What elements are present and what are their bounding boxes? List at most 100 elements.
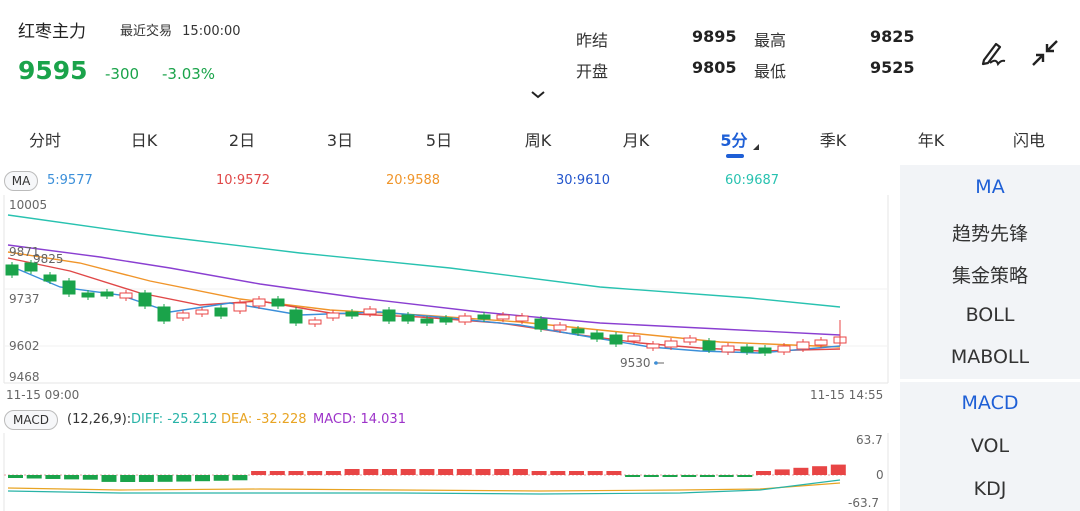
ma30-line (7, 244, 841, 336)
recent-trade-label: 最近交易 (120, 24, 173, 39)
tab-daily[interactable]: 日K (130, 131, 158, 150)
kline-chart[interactable]: 10005 9871 9825 9737 9602 9468 9530 11-1… (0, 195, 897, 405)
dea-line (7, 482, 841, 492)
side-item-trend[interactable]: 趋势先锋 (951, 223, 1028, 245)
macd-bar (101, 475, 117, 482)
diff-line (7, 479, 841, 495)
open-label: 开盘 (576, 62, 609, 81)
macd-bar (625, 475, 641, 477)
candlestick (664, 340, 678, 348)
ma20-value: 20:9588 (386, 173, 441, 188)
macd-bar (138, 475, 154, 482)
chevron-down-icon[interactable] (530, 90, 546, 100)
tab-fenshi[interactable]: 分时 (28, 131, 61, 150)
tab-dropdown-icon[interactable] (753, 144, 759, 150)
macd-bar (643, 475, 659, 477)
draw-pen-icon[interactable] (978, 38, 1008, 68)
candlestick (458, 315, 472, 323)
candlestick (119, 292, 133, 299)
tab-yearly[interactable]: 年K (917, 131, 945, 150)
candlestick (326, 312, 340, 319)
candlestick (363, 308, 377, 315)
macd-bar (737, 475, 753, 477)
open-value: 9805 (692, 58, 737, 77)
ma-badge[interactable]: MA (4, 171, 38, 191)
macd-bar (419, 469, 435, 475)
tab-5day[interactable]: 5日 (425, 131, 453, 150)
prev-settle-value: 9895 (692, 27, 737, 46)
macd-axis-bottom: -63.7 (848, 496, 879, 510)
macd-bar (344, 469, 360, 475)
macd-bar (830, 464, 846, 475)
tab-2day[interactable]: 2日 (228, 131, 256, 150)
side-item-kdj[interactable]: KDJ (973, 478, 1007, 500)
side-item-macd[interactable]: MACD (961, 392, 1019, 414)
candlestick (740, 346, 754, 353)
axis-label-10005: 10005 (9, 198, 47, 212)
candlestick (439, 317, 453, 323)
candlestick (5, 264, 19, 276)
macd-bar (681, 475, 697, 477)
side-item-boll[interactable]: BOLL (965, 304, 1015, 326)
tab-5min[interactable]: 5分 (720, 131, 748, 150)
candlestick (43, 274, 57, 282)
tab-quarterly[interactable]: 季K (819, 131, 847, 150)
candlestick (646, 343, 660, 349)
last-price: 9595 (18, 56, 88, 85)
macd-bar (251, 471, 267, 475)
candlestick (534, 318, 548, 330)
candlestick (138, 292, 152, 307)
macd-bar (475, 469, 491, 475)
ma5-value: 5:9577 (47, 173, 93, 188)
active-tab-indicator (726, 154, 744, 158)
macd-bar (531, 471, 547, 475)
candlestick (758, 347, 772, 354)
period-tabs: 分时 日K 2日 3日 5日 周K 月K 5分 季K 年K 闪电 (0, 118, 1080, 162)
candlestick (24, 262, 38, 272)
candlestick (308, 319, 322, 325)
macd-bar (400, 469, 416, 475)
high-marker: 9825 (33, 252, 64, 266)
macd-bar (64, 475, 80, 480)
side-item-jijin[interactable]: 集金策略 (951, 265, 1028, 287)
macd-params: (12,26,9): (67, 412, 132, 427)
macd-bar (8, 475, 23, 478)
macd-bar (213, 475, 229, 481)
low-value: 9525 (870, 58, 915, 77)
macd-bar (718, 475, 734, 477)
tab-3day[interactable]: 3日 (326, 131, 354, 150)
macd-chart[interactable]: 63.7 0 -63.7 (0, 433, 897, 511)
collapse-arrows-icon[interactable] (1030, 38, 1060, 68)
candlestick (627, 335, 641, 342)
macd-badge[interactable]: MACD (4, 410, 58, 430)
side-item-maboll[interactable]: MABOLL (950, 346, 1030, 368)
side-item-vol[interactable]: VOL (970, 435, 1010, 457)
macd-bar (774, 469, 790, 475)
macd-bar (269, 471, 285, 475)
macd-bar (232, 475, 248, 481)
tab-monthly[interactable]: 月K (622, 131, 650, 150)
macd-bar (756, 471, 771, 475)
high-label: 最高 (754, 31, 787, 50)
candlestick (571, 328, 585, 334)
candlestick (382, 309, 396, 322)
candlestick (62, 280, 76, 295)
recent-trade-time: 15:00:00 (182, 24, 241, 39)
ma10-line (7, 257, 841, 352)
end-time: 11-15 14:55 (810, 388, 883, 402)
side-item-ma[interactable]: MA (975, 176, 1005, 198)
candlestick (176, 312, 190, 319)
axis-label-9468: 9468 (9, 370, 40, 384)
candlestick (81, 292, 95, 298)
macd-bar (176, 475, 192, 482)
tab-flash[interactable]: 闪电 (1012, 131, 1045, 150)
candlestick (609, 334, 623, 345)
high-value: 9825 (870, 27, 915, 46)
macd-value: MACD: 14.031 (313, 412, 406, 427)
macd-bar (325, 471, 341, 475)
candlestick (233, 302, 247, 312)
macd-bar (606, 471, 622, 475)
candlestick (252, 298, 266, 307)
candlestick (214, 307, 228, 317)
tab-weekly[interactable]: 周K (524, 131, 552, 150)
